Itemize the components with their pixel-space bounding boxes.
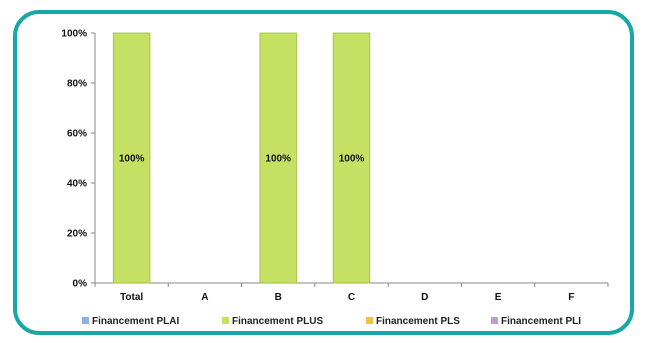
category-label: D — [421, 292, 428, 303]
category-label: E — [495, 292, 502, 303]
category-label: F — [568, 292, 574, 303]
data-labels: 100% 100% 100% — [119, 154, 365, 165]
legend-label: Financement PLI — [501, 316, 581, 327]
y-axis: 0% 20% 40% 60% 80% 100% — [61, 29, 96, 290]
y-tick-label: 40% — [67, 179, 87, 190]
category-label: C — [348, 292, 355, 303]
legend-swatch — [82, 317, 89, 324]
x-axis: Total A B C D E F — [94, 282, 609, 303]
bar-segment — [259, 32, 297, 284]
legend-label: Financement PLS — [376, 316, 460, 327]
legend-swatch — [491, 317, 498, 324]
y-tick-label: 0% — [73, 279, 88, 290]
legend-swatch — [222, 317, 229, 324]
y-tick-label: 60% — [67, 129, 87, 140]
category-label: A — [201, 292, 208, 303]
data-label: 100% — [339, 154, 365, 165]
legend-swatch — [366, 317, 373, 324]
category-label: Total — [120, 292, 143, 303]
legend-label: Financement PLUS — [232, 316, 323, 327]
y-tick-label: 80% — [67, 79, 87, 90]
bar-segment — [112, 32, 151, 284]
bar-segment — [332, 32, 371, 284]
data-label: 100% — [265, 154, 291, 165]
bars — [112, 32, 371, 284]
y-tick-label: 100% — [61, 29, 87, 40]
data-label: 100% — [119, 154, 145, 165]
category-label: B — [275, 292, 282, 303]
legend: Financement PLAI Financement PLUS Financem… — [82, 316, 581, 327]
y-tick-label: 20% — [67, 229, 87, 240]
legend-label: Financement PLAI — [92, 316, 179, 327]
